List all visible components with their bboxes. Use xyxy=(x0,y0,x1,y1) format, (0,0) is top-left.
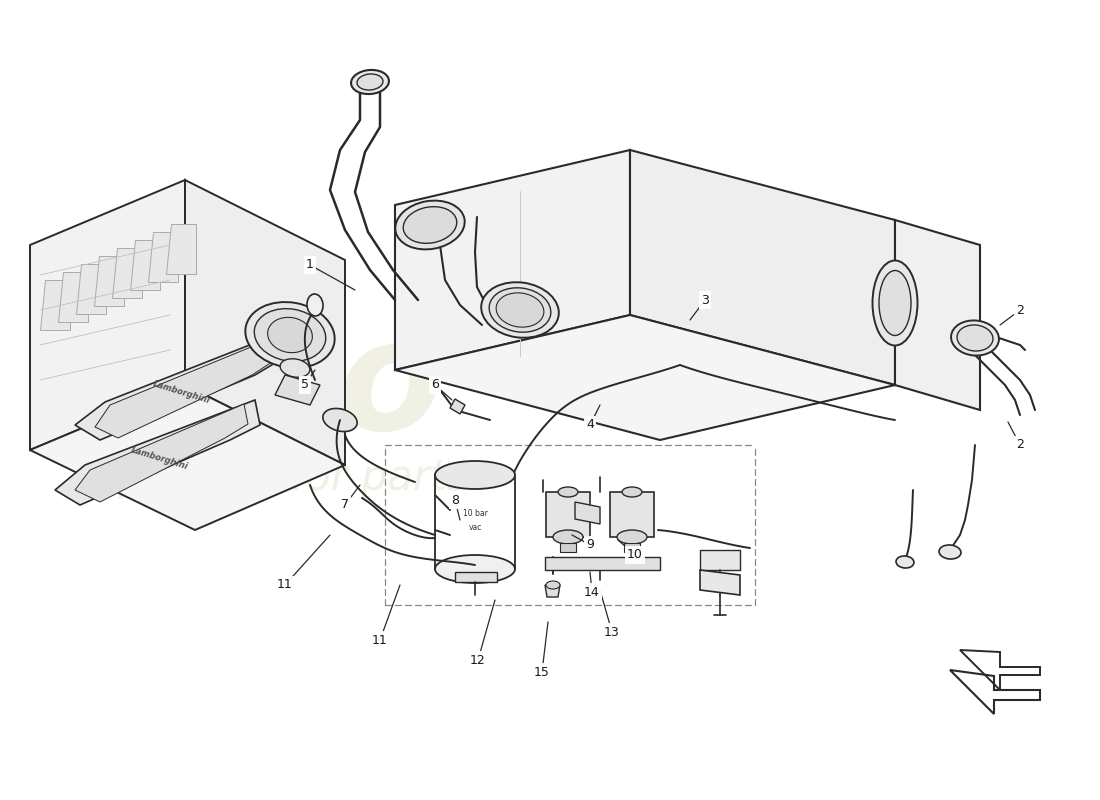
Ellipse shape xyxy=(553,530,583,544)
Polygon shape xyxy=(395,150,630,370)
Ellipse shape xyxy=(617,530,647,544)
Polygon shape xyxy=(700,570,740,595)
Polygon shape xyxy=(395,315,895,440)
Ellipse shape xyxy=(896,556,914,568)
Ellipse shape xyxy=(939,545,961,559)
Text: 14: 14 xyxy=(584,586,600,598)
Ellipse shape xyxy=(434,461,515,489)
Polygon shape xyxy=(275,375,320,405)
Polygon shape xyxy=(30,385,345,530)
Text: euro: euro xyxy=(50,313,442,462)
Polygon shape xyxy=(700,550,740,570)
Ellipse shape xyxy=(254,309,326,362)
Polygon shape xyxy=(544,557,660,570)
Text: 2: 2 xyxy=(1016,438,1024,451)
Polygon shape xyxy=(630,150,895,385)
Text: Lamborghini: Lamborghini xyxy=(152,379,211,405)
Polygon shape xyxy=(624,543,640,552)
Ellipse shape xyxy=(434,555,515,583)
Text: 8: 8 xyxy=(451,494,459,506)
Text: 7: 7 xyxy=(341,498,349,511)
Ellipse shape xyxy=(245,302,334,368)
Text: a passion for parts: a passion for parts xyxy=(80,457,469,499)
Polygon shape xyxy=(40,280,70,330)
Text: 2: 2 xyxy=(1016,303,1024,317)
Polygon shape xyxy=(95,340,272,438)
Ellipse shape xyxy=(395,201,464,250)
Polygon shape xyxy=(895,220,980,410)
Ellipse shape xyxy=(872,261,917,346)
Text: 10: 10 xyxy=(627,549,642,562)
Polygon shape xyxy=(75,404,248,502)
Text: 11: 11 xyxy=(277,578,293,591)
Polygon shape xyxy=(544,585,560,597)
Text: vac: vac xyxy=(469,522,482,531)
Polygon shape xyxy=(55,400,260,505)
Text: 5: 5 xyxy=(301,378,309,391)
Ellipse shape xyxy=(351,70,389,94)
Text: 15: 15 xyxy=(535,666,550,678)
Polygon shape xyxy=(30,180,185,450)
Polygon shape xyxy=(76,264,106,314)
Polygon shape xyxy=(130,240,159,290)
Ellipse shape xyxy=(280,358,310,378)
Polygon shape xyxy=(560,543,576,552)
Ellipse shape xyxy=(496,293,543,327)
Ellipse shape xyxy=(879,270,911,335)
Polygon shape xyxy=(610,492,654,537)
Polygon shape xyxy=(94,256,124,306)
Polygon shape xyxy=(166,224,196,274)
Polygon shape xyxy=(58,272,88,322)
Ellipse shape xyxy=(267,318,312,353)
Polygon shape xyxy=(575,502,600,524)
Ellipse shape xyxy=(558,487,578,497)
Ellipse shape xyxy=(404,206,456,243)
Text: 9: 9 xyxy=(586,538,594,551)
Ellipse shape xyxy=(952,321,999,355)
Ellipse shape xyxy=(358,74,383,90)
Text: 13: 13 xyxy=(604,626,620,638)
Text: gas: gas xyxy=(630,254,934,403)
Text: Lamborghini: Lamborghini xyxy=(130,445,189,471)
Ellipse shape xyxy=(323,409,358,431)
Text: 6: 6 xyxy=(431,378,439,391)
Text: 10 bar: 10 bar xyxy=(463,510,487,518)
Text: 1: 1 xyxy=(306,258,313,271)
Text: 11: 11 xyxy=(372,634,388,646)
Text: 12: 12 xyxy=(470,654,486,666)
Text: 4: 4 xyxy=(586,418,594,431)
Polygon shape xyxy=(75,335,280,440)
Polygon shape xyxy=(546,492,590,537)
Text: 3: 3 xyxy=(701,294,708,306)
Ellipse shape xyxy=(307,294,323,316)
Ellipse shape xyxy=(621,487,642,497)
Polygon shape xyxy=(148,232,178,282)
Polygon shape xyxy=(455,572,497,582)
Polygon shape xyxy=(112,248,142,298)
Ellipse shape xyxy=(481,282,559,338)
Ellipse shape xyxy=(957,325,993,351)
Ellipse shape xyxy=(490,288,551,332)
Ellipse shape xyxy=(546,581,560,589)
Polygon shape xyxy=(450,399,465,414)
Polygon shape xyxy=(185,180,345,465)
